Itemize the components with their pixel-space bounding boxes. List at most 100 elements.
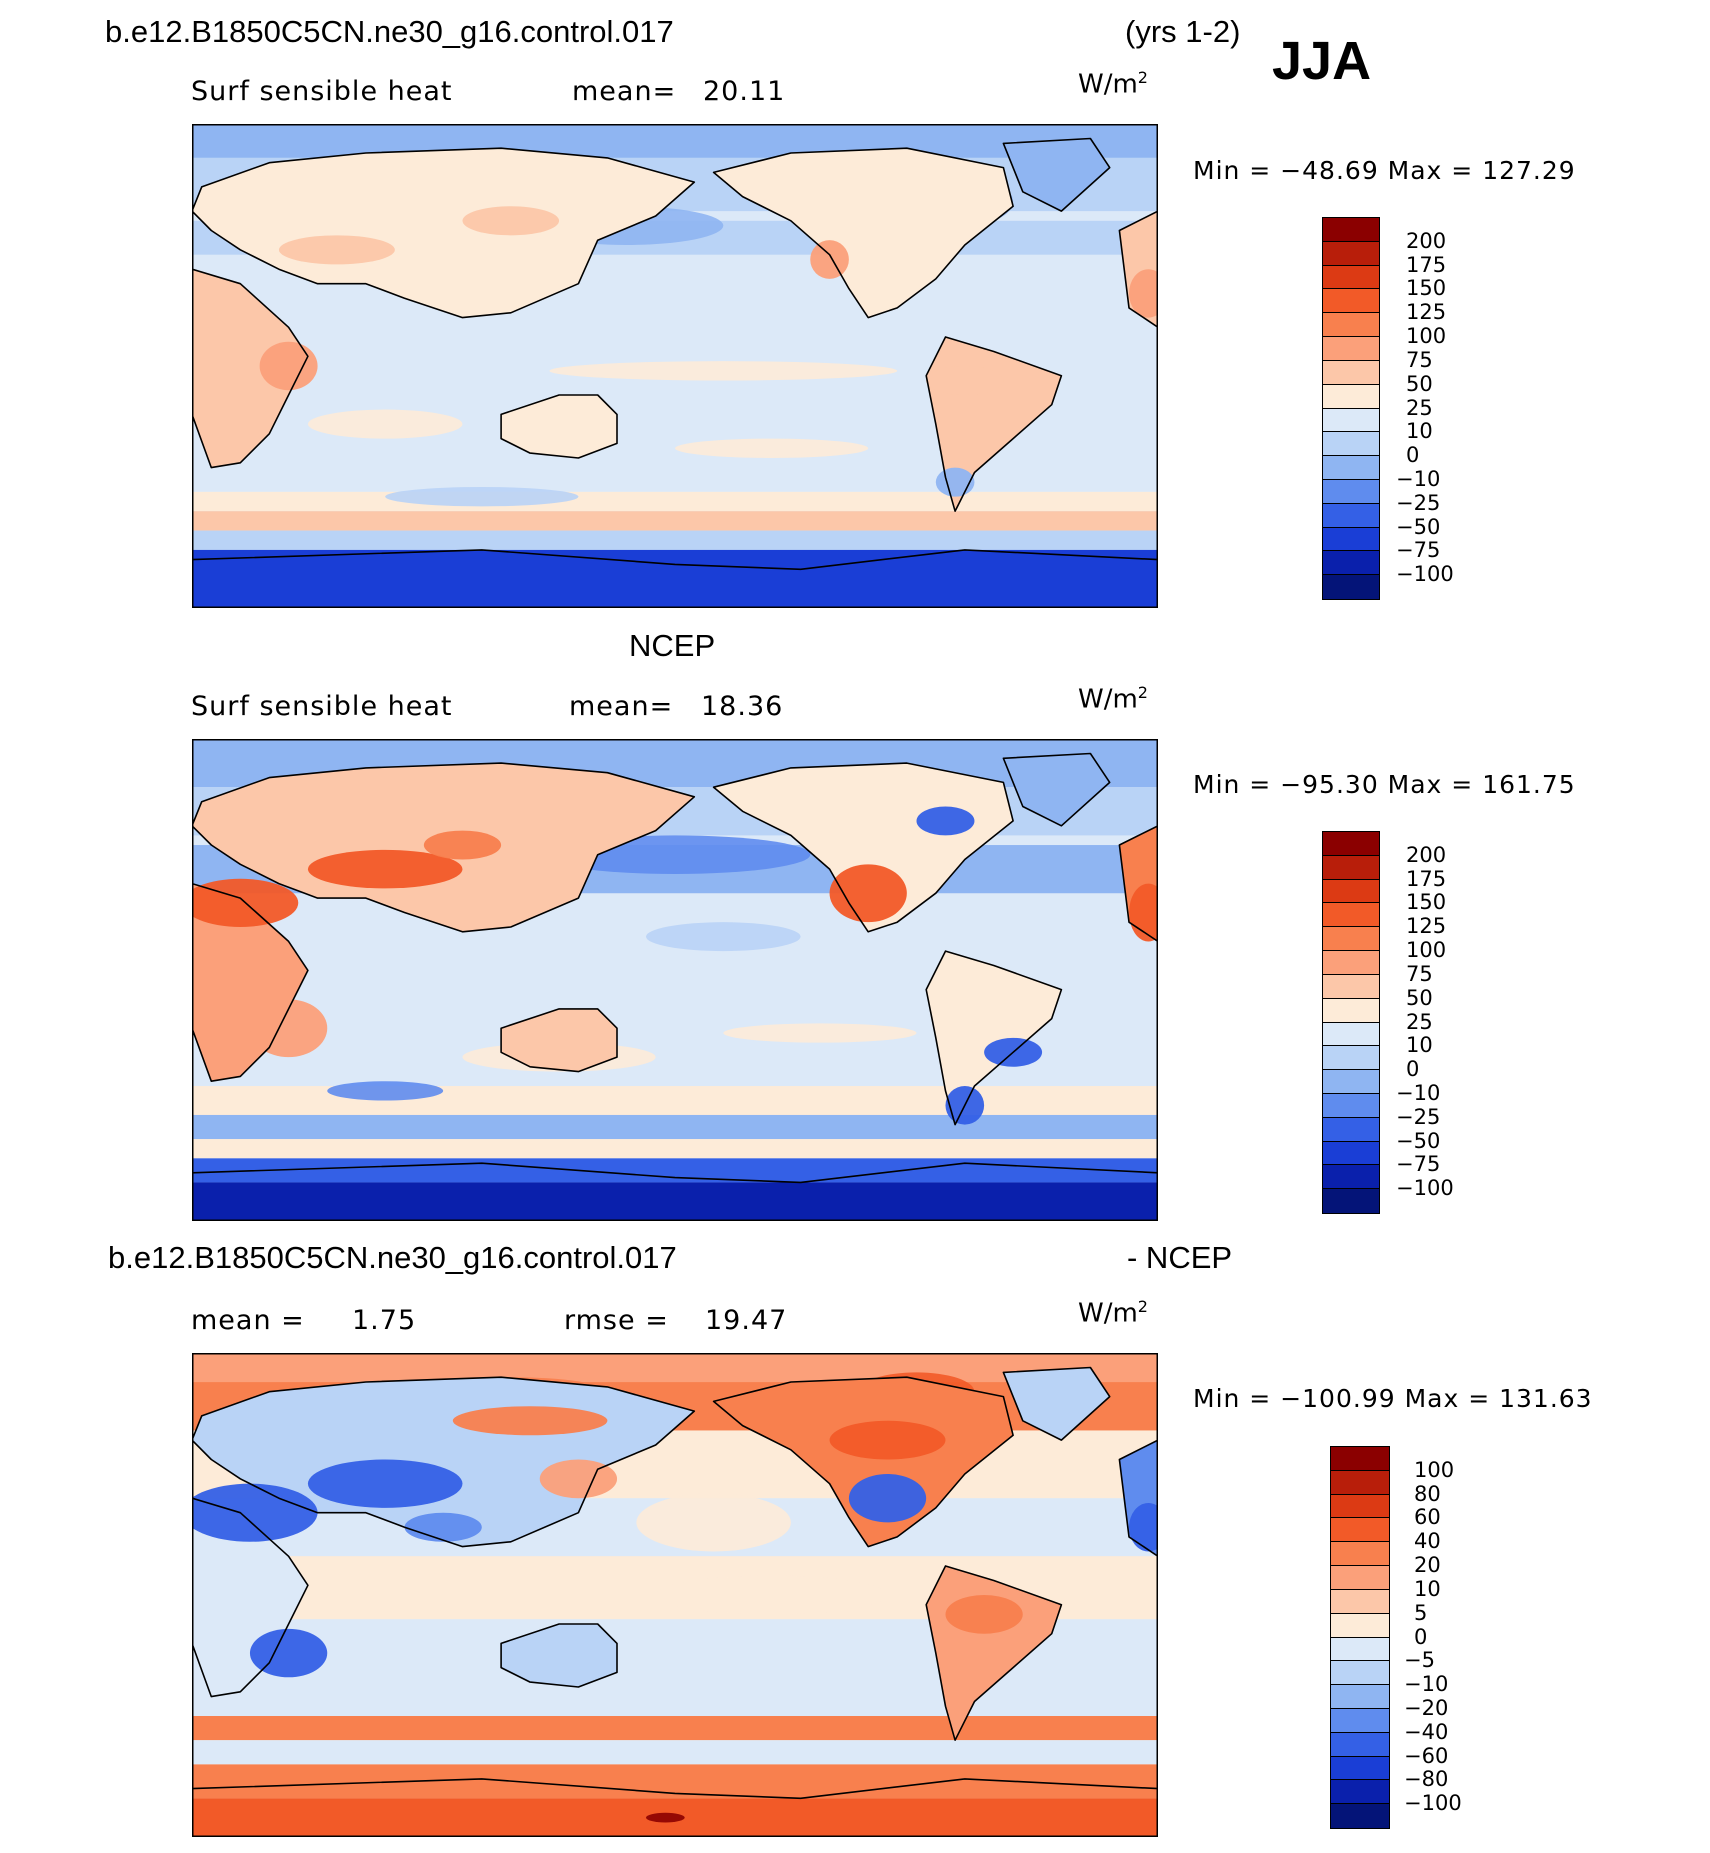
colorbar-label: −40	[1404, 1719, 1449, 1744]
colorbar-label: 100	[1406, 938, 1447, 963]
colorbar-swatch	[1323, 265, 1379, 290]
colorbar-swatch	[1331, 1494, 1389, 1519]
colorbar-swatch	[1323, 408, 1379, 433]
colorbar-label: 5	[1414, 1600, 1428, 1625]
colorbar-label: 60	[1414, 1505, 1441, 1530]
colorbar-label: 150	[1406, 276, 1447, 301]
colorbar-swatch	[1323, 1189, 1379, 1213]
colorbar-label: −25	[1396, 490, 1441, 515]
colorbar-swatch	[1323, 1165, 1379, 1190]
colorbar-label: 100	[1414, 1457, 1455, 1482]
colorbar-swatch	[1323, 974, 1379, 999]
colorbar-swatch	[1323, 1141, 1379, 1166]
colorbar-label: −10	[1396, 1080, 1441, 1105]
panel2-minmax: Min = −95.30 Max = 161.75	[1193, 770, 1576, 799]
colorbar-swatch	[1331, 1566, 1389, 1590]
colorbar-label: −75	[1396, 1152, 1441, 1177]
colorbar-label: −50	[1396, 514, 1441, 539]
colorbar-label: 125	[1406, 914, 1447, 939]
colorbar-swatch	[1323, 879, 1379, 904]
years-label: (yrs 1-2)	[1125, 14, 1241, 49]
colorbar-label: 175	[1406, 252, 1447, 277]
colorbar-swatch	[1323, 551, 1379, 576]
colorbar-label: 50	[1406, 985, 1433, 1010]
colorbar-label: 25	[1406, 1009, 1433, 1034]
colorbar-swatch	[1331, 1589, 1389, 1614]
panel3-rmse-value: 19.47	[705, 1305, 788, 1336]
colorbar-label: 200	[1406, 228, 1447, 253]
colorbar-label: 75	[1406, 961, 1433, 986]
colorbar-label: −100	[1404, 1791, 1462, 1816]
colorbar-swatch	[1323, 241, 1379, 266]
colorbar-swatch	[1331, 1661, 1389, 1686]
panel3-units: W/m2	[1078, 1297, 1148, 1329]
colorbar-swatch	[1323, 1046, 1379, 1071]
colorbar-label: 20	[1414, 1553, 1441, 1578]
colorbar-swatch	[1331, 1732, 1389, 1757]
panel2-mean-label: mean=	[569, 691, 674, 722]
panel3-map	[192, 1353, 1158, 1837]
colorbar-swatch	[1323, 927, 1379, 952]
colorbar-swatch	[1323, 218, 1379, 242]
panel1-minmax: Min = −48.69 Max = 127.29	[1193, 156, 1576, 185]
colorbar-label: 80	[1414, 1481, 1441, 1506]
colorbar-label: −60	[1404, 1743, 1449, 1768]
colorbar-label: −20	[1404, 1695, 1449, 1720]
colorbar-label: 150	[1406, 890, 1447, 915]
colorbar-label: 10	[1414, 1576, 1441, 1601]
colorbar-swatch	[1323, 432, 1379, 457]
panel3-rmse-label: rmse =	[564, 1305, 669, 1336]
colorbar-swatch	[1331, 1447, 1389, 1471]
colorbar-swatch	[1323, 337, 1379, 361]
colorbar-swatch	[1331, 1708, 1389, 1733]
panel2-title: NCEP	[629, 628, 716, 663]
colorbar-label: 50	[1406, 371, 1433, 396]
colorbar-swatch	[1331, 1518, 1389, 1543]
colorbar-label: −10	[1404, 1672, 1449, 1697]
colorbar-swatch	[1323, 855, 1379, 880]
colorbar-label: 40	[1414, 1529, 1441, 1554]
colorbar-swatch	[1331, 1542, 1389, 1567]
panel3-mean-label: mean =	[191, 1305, 305, 1336]
colorbar-swatch	[1323, 1070, 1379, 1094]
colorbar-label: 175	[1406, 866, 1447, 891]
colorbar-swatch	[1323, 575, 1379, 599]
colorbar-label: −100	[1396, 562, 1454, 587]
panel3-title-right: - NCEP	[1127, 1240, 1233, 1275]
colorbar-label: 0	[1406, 1057, 1420, 1082]
colorbar-swatch	[1323, 289, 1379, 314]
panel3-mean-value: 1.75	[352, 1305, 417, 1336]
colorbar-swatch	[1323, 903, 1379, 928]
colorbar-swatch	[1323, 1022, 1379, 1047]
panel3-minmax: Min = −100.99 Max = 131.63	[1193, 1384, 1593, 1413]
panel1-units: W/m2	[1078, 68, 1148, 100]
panel1-mean-value: 20.11	[703, 76, 786, 107]
colorbar-swatch	[1323, 1117, 1379, 1142]
panel3-title-left: b.e12.B1850C5CN.ne30_g16.control.017	[108, 1240, 677, 1275]
panel1-variable: Surf sensible heat	[191, 76, 453, 107]
colorbar-label: 25	[1406, 395, 1433, 420]
colorbar-swatch	[1331, 1685, 1389, 1709]
colorbar-swatch	[1323, 503, 1379, 528]
colorbar-label: −50	[1396, 1128, 1441, 1153]
colorbar-swatch	[1323, 998, 1379, 1023]
panel2-mean-value: 18.36	[701, 691, 784, 722]
colorbar-label: −5	[1404, 1648, 1435, 1673]
panel2-units: W/m2	[1078, 683, 1148, 715]
colorbar-swatch	[1323, 384, 1379, 409]
colorbar-swatch	[1323, 1093, 1379, 1118]
season-label: JJA	[1272, 31, 1372, 91]
colorbar-label: 10	[1406, 1033, 1433, 1058]
colorbar-label: 75	[1406, 347, 1433, 372]
colorbar-swatch	[1323, 479, 1379, 504]
colorbar-swatch	[1331, 1470, 1389, 1495]
colorbar-swatch	[1331, 1780, 1389, 1805]
case-title: b.e12.B1850C5CN.ne30_g16.control.017	[105, 14, 674, 49]
colorbar-label: −75	[1396, 538, 1441, 563]
colorbar-swatch	[1331, 1804, 1389, 1828]
colorbar-label: 200	[1406, 842, 1447, 867]
colorbar-label: 100	[1406, 324, 1447, 349]
colorbar-label: −100	[1396, 1176, 1454, 1201]
colorbar-label: 10	[1406, 419, 1433, 444]
colorbar-swatch	[1323, 832, 1379, 856]
